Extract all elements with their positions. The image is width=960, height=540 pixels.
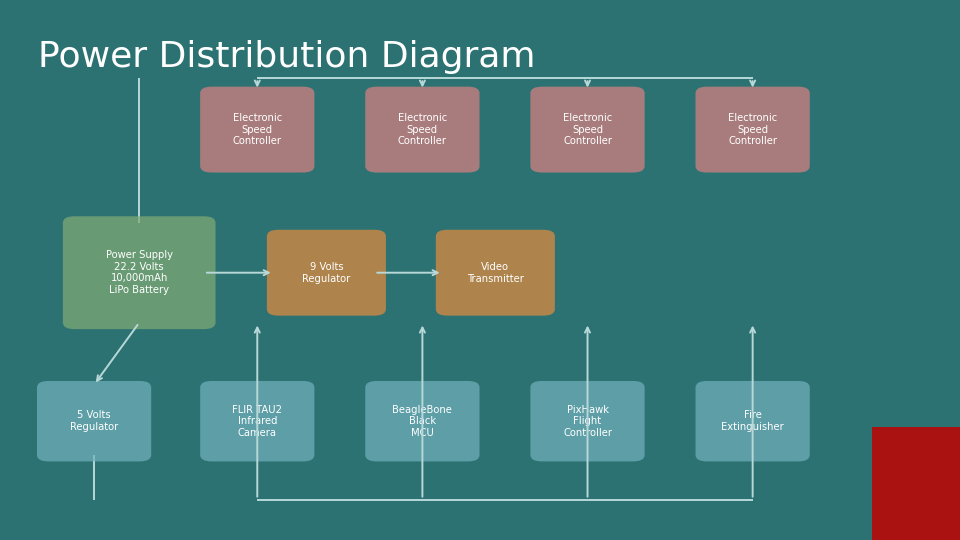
Text: FLIR TAU2
Infrared
Camera: FLIR TAU2 Infrared Camera [232,404,282,438]
FancyBboxPatch shape [530,381,645,461]
FancyBboxPatch shape [267,230,386,315]
FancyBboxPatch shape [201,86,315,173]
FancyBboxPatch shape [201,381,315,461]
Text: Video
Transmitter: Video Transmitter [467,262,524,284]
FancyBboxPatch shape [436,230,555,315]
Text: BeagleBone
Black
MCU: BeagleBone Black MCU [393,404,452,438]
FancyBboxPatch shape [695,86,810,173]
Text: Fire
Extinguisher: Fire Extinguisher [721,410,784,432]
Text: PixHawk
Flight
Controller: PixHawk Flight Controller [563,404,612,438]
FancyBboxPatch shape [37,381,151,461]
Text: Electronic
Speed
Controller: Electronic Speed Controller [397,113,447,146]
FancyBboxPatch shape [365,381,480,461]
Text: Power Supply
22.2 Volts
10,000mAh
LiPo Battery: Power Supply 22.2 Volts 10,000mAh LiPo B… [106,251,173,295]
Text: 5 Volts
Regulator: 5 Volts Regulator [70,410,118,432]
FancyBboxPatch shape [62,217,215,329]
Text: Electronic
Speed
Controller: Electronic Speed Controller [728,113,778,146]
FancyBboxPatch shape [365,86,480,173]
Text: Power Distribution Diagram: Power Distribution Diagram [38,40,536,73]
FancyBboxPatch shape [695,381,810,461]
Text: 9 Volts
Regulator: 9 Volts Regulator [302,262,350,284]
Text: Electronic
Speed
Controller: Electronic Speed Controller [232,113,282,146]
FancyBboxPatch shape [530,86,645,173]
Text: Electronic
Speed
Controller: Electronic Speed Controller [563,113,612,146]
FancyBboxPatch shape [872,427,960,540]
